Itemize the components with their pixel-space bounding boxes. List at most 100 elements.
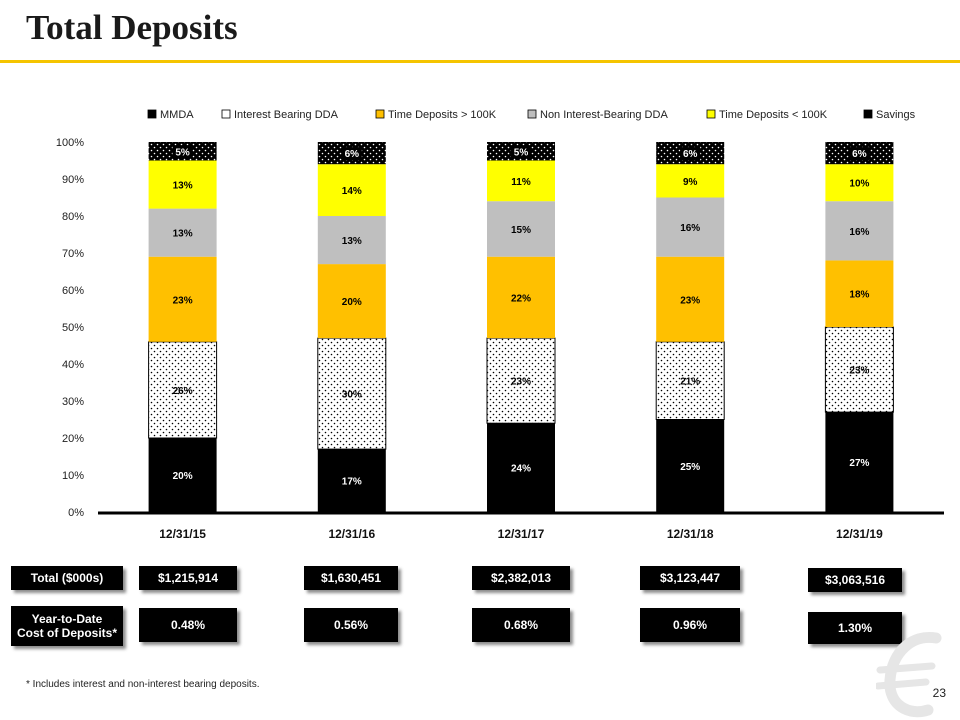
legend-label-5: Time Deposits < 100K — [719, 109, 828, 121]
bar-segment — [148, 208, 217, 257]
data-label: 14% — [342, 186, 362, 197]
legend-swatch-3 — [375, 109, 385, 119]
data-label: 13% — [342, 236, 362, 247]
legend-swatch-1 — [147, 109, 157, 119]
data-label: 10% — [849, 179, 869, 190]
data-label: 5% — [175, 147, 190, 158]
x-tick-label: 12/31/17 — [498, 527, 545, 541]
bar-stacks: 20% 26% 23% 13% 13% 5% 17% 30% 20% 13% 14% 6% 24% 23%… — [148, 142, 894, 512]
data-label: 18% — [849, 290, 869, 301]
bar-segment — [148, 438, 217, 512]
data-label: 23% — [173, 295, 193, 306]
data-label: 26% — [173, 386, 193, 397]
title-divider — [0, 60, 960, 63]
data-label: 27% — [849, 458, 869, 469]
total-value-2017: $2,382,013 — [472, 566, 570, 590]
data-label: 6% — [852, 149, 867, 160]
data-label-backdrop — [511, 145, 531, 159]
data-label: 17% — [342, 477, 362, 488]
x-tick-label: 12/31/18 — [667, 527, 714, 541]
x-tick-label: 12/31/19 — [836, 527, 883, 541]
data-label-backdrop — [680, 147, 701, 161]
bar-segment — [825, 201, 894, 261]
data-label: 23% — [511, 377, 531, 388]
y-tick-label: 90% — [62, 174, 84, 186]
data-label: 22% — [511, 293, 531, 304]
legend-label-1: MMDA — [160, 109, 194, 121]
y-axis: 0% 10% 20% 30% 40% 50% 60% 70% 80% 90% 100% — [56, 137, 84, 519]
cost-value-2015: 0.48% — [139, 608, 237, 642]
bar-segment — [487, 423, 555, 512]
bar-segment — [487, 201, 555, 257]
data-label: 25% — [680, 462, 700, 473]
legend-swatch-2 — [221, 109, 231, 119]
data-label: 21% — [680, 377, 700, 388]
bar-segment — [487, 160, 555, 202]
y-tick-label: 40% — [62, 359, 84, 371]
legend-swatch-6 — [863, 109, 873, 119]
legend-label-2: Interest Bearing DDA — [234, 109, 339, 121]
data-label: 15% — [511, 225, 531, 236]
y-tick-label: 20% — [62, 433, 84, 445]
bar-segment — [148, 341, 218, 439]
legend-swatch-5 — [706, 109, 716, 119]
bar-segment — [656, 256, 725, 342]
y-tick-label: 30% — [62, 396, 84, 408]
legend-label-3: Time Deposits > 100K — [388, 109, 497, 121]
page-number: 23 — [932, 686, 946, 700]
bar-segment — [486, 337, 556, 424]
x-tick-label: 12/31/16 — [328, 527, 375, 541]
page-title: Total Deposits — [26, 8, 238, 47]
data-label: 6% — [345, 149, 360, 160]
bar-segment — [824, 326, 894, 413]
y-tick-label: 60% — [62, 285, 84, 297]
data-label-backdrop — [849, 147, 870, 161]
y-tick-label: 10% — [62, 470, 84, 482]
data-label: 11% — [511, 177, 531, 188]
total-row-label: Total ($000s) — [11, 566, 123, 590]
bar-segment — [317, 449, 386, 512]
y-tick-label: 100% — [56, 137, 84, 149]
y-tick-label: 80% — [62, 211, 84, 223]
bar-segment — [655, 341, 725, 420]
legend-label-6: Savings — [876, 109, 916, 121]
data-label: 6% — [683, 149, 698, 160]
cost-value-2018: 0.96% — [640, 608, 740, 642]
bar-segment — [148, 256, 217, 342]
cost-row-label: Year-to-Date Cost of Deposits* — [11, 606, 123, 646]
stacked-bar-chart: MMDA Interest Bearing DDA Time Deposits > … — [56, 109, 944, 541]
data-label: 23% — [849, 366, 869, 377]
data-label: 16% — [680, 223, 700, 234]
data-label: 30% — [342, 390, 362, 401]
bar-segment — [317, 337, 387, 450]
total-value-2018: $3,123,447 — [640, 566, 740, 590]
data-label: 24% — [511, 464, 531, 475]
bar-segment — [148, 160, 217, 209]
chart-legend: MMDA Interest Bearing DDA Time Deposits > … — [147, 109, 916, 121]
data-label-backdrop — [172, 145, 193, 159]
bar-segment — [656, 419, 725, 512]
y-tick-label: 70% — [62, 248, 84, 260]
data-label: 5% — [514, 147, 529, 158]
data-label-backdrop — [341, 147, 362, 161]
cost-value-2019: 1.30% — [808, 612, 902, 644]
bar-segment — [825, 164, 894, 202]
bar-segment — [317, 264, 386, 339]
data-label: 20% — [342, 297, 362, 308]
bar-segment — [487, 256, 555, 339]
bar-segment — [825, 412, 894, 512]
data-label: 13% — [173, 229, 193, 240]
cost-value-2016: 0.56% — [304, 608, 398, 642]
total-value-2016: $1,630,451 — [304, 566, 398, 590]
y-tick-label: 0% — [68, 507, 84, 519]
data-label: 13% — [173, 181, 193, 192]
data-label: 23% — [680, 295, 700, 306]
bank-logo-icon — [876, 631, 942, 718]
data-label: 20% — [173, 471, 193, 482]
legend-label-4: Non Interest-Bearing DDA — [540, 109, 668, 121]
footnote: * Includes interest and non-interest bea… — [26, 679, 260, 690]
data-label: 16% — [849, 227, 869, 238]
bar-segment — [656, 197, 725, 257]
total-value-2019: $3,063,516 — [808, 568, 902, 592]
x-axis: 12/31/15 12/31/16 12/31/17 12/31/18 12/31/19 — [98, 511, 944, 541]
